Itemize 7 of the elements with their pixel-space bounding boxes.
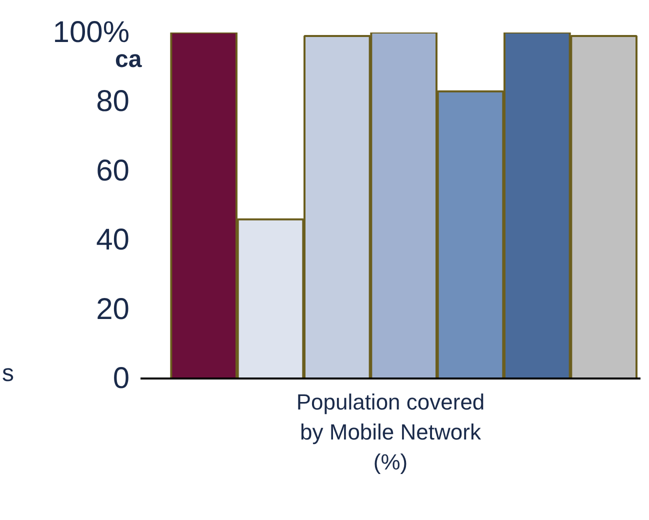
x-axis-title: Population covered by Mobile Network (%) [296,390,485,474]
y-tick-label: 0 [112,362,130,395]
y-tick-label: 60 [96,154,130,188]
y-tick-label: 20 [96,292,130,326]
y-tick-label: 80 [96,85,130,118]
text: s [2,359,14,389]
y-tick-label: 40 [96,224,130,257]
